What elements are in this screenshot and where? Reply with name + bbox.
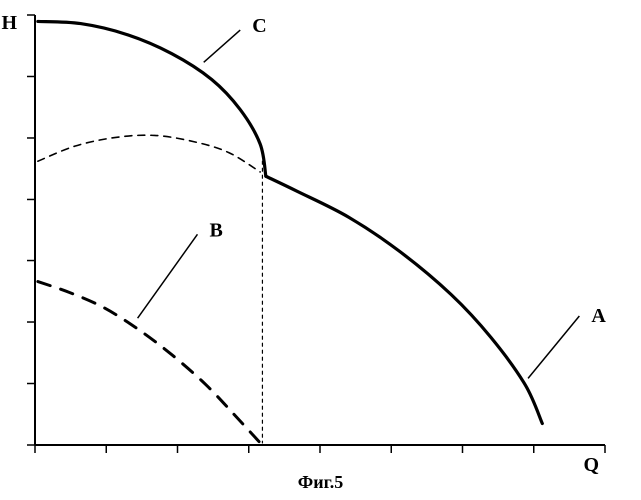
figure-svg: A C B H Q Фиг.5 [0, 0, 641, 500]
curve-label-C: C [252, 15, 266, 37]
background [0, 0, 641, 500]
figure-caption: Фиг.5 [298, 472, 343, 492]
figure-container: A C B H Q Фиг.5 [0, 0, 641, 500]
x-axis-label: Q [583, 454, 599, 476]
curve-label-A: A [591, 305, 606, 327]
curve-label-B: B [209, 219, 222, 241]
y-axis-label: H [1, 12, 17, 34]
